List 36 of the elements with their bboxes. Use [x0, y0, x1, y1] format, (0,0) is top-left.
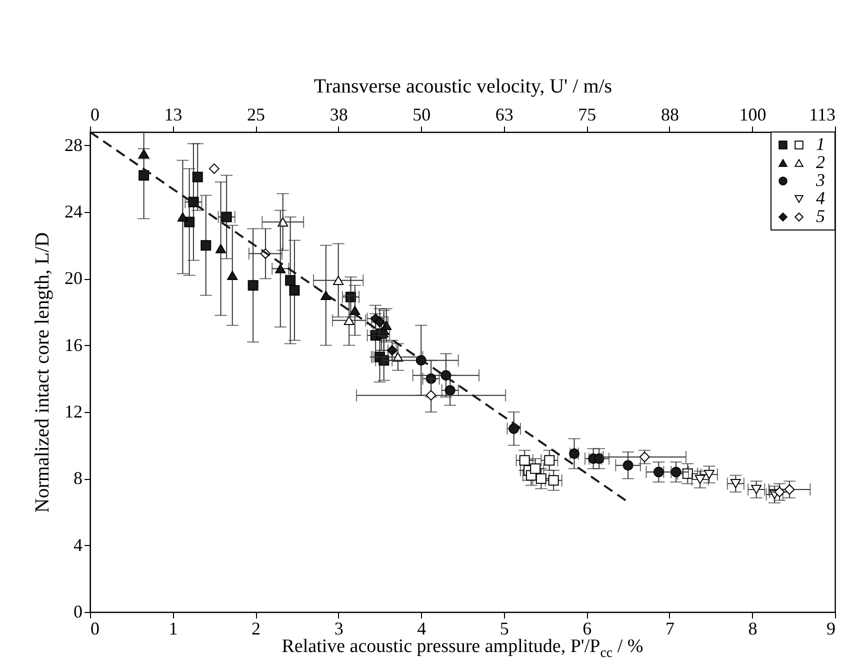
y-tick-label: 24 [64, 202, 82, 222]
y-tick-label: 0 [74, 602, 82, 622]
x-tick-label: 9 [826, 618, 836, 638]
legend-label: 5 [816, 206, 825, 226]
legend-label: 3 [815, 170, 825, 190]
x2-tick-label: 50 [412, 104, 431, 124]
y-tick-label: 12 [64, 402, 82, 422]
x-tick-label: 7 [665, 618, 674, 638]
x-tick-label: 0 [90, 618, 100, 638]
x2-tick-label: 38 [330, 104, 348, 124]
x-tick-label: 5 [500, 618, 509, 638]
x-axis-title: Relative acoustic pressure amplitude, P'/P$_{cc}$ / % [280, 636, 644, 660]
y-tick-label: 8 [74, 468, 82, 488]
x2-tick-label: 100 [739, 104, 766, 124]
x2-tick-label: 25 [247, 104, 266, 124]
x-tick-label: 4 [417, 618, 426, 638]
legend-label: 1 [816, 134, 825, 154]
y-tick-label: 4 [74, 534, 82, 555]
x2-tick-label: 13 [164, 104, 182, 124]
x-tick-label: 3 [334, 618, 344, 638]
x2-tick-label: 0 [90, 104, 100, 124]
x2-tick-label: 63 [495, 104, 514, 124]
x-tick-label: 1 [168, 618, 178, 638]
y-axis-title: Normalized intact core length, L/D [32, 232, 54, 513]
x-tick-label: 8 [748, 618, 758, 638]
y-tick-label: 28 [64, 134, 82, 155]
x-tick-label: 6 [582, 618, 592, 638]
y-tick-label: 16 [64, 334, 82, 355]
x2-axis-title: Transverse acoustic velocity, U' / m/s [314, 76, 612, 98]
legend-label: 2 [816, 152, 825, 172]
y-tick-label: 20 [64, 268, 82, 288]
legend-label: 4 [816, 188, 825, 208]
x2-tick-label: 88 [660, 104, 679, 124]
x-tick-label: 2 [252, 618, 261, 638]
x2-tick-label: 113 [809, 104, 836, 124]
x2-tick-label: 75 [578, 104, 596, 124]
